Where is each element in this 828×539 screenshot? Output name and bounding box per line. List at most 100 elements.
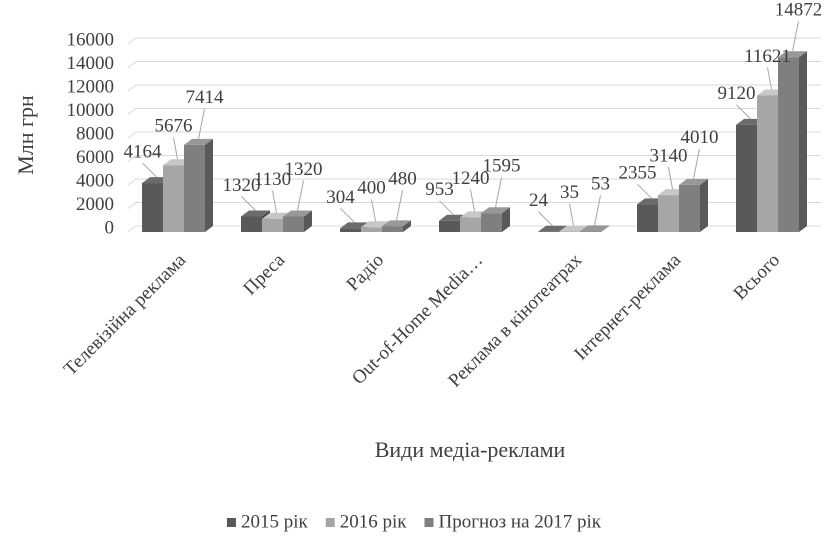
data-label: 14872 bbox=[775, 0, 823, 21]
y-tick-label: 12000 bbox=[67, 76, 115, 97]
legend-swatch bbox=[325, 518, 335, 527]
bar bbox=[736, 124, 757, 232]
leader-line bbox=[198, 108, 205, 139]
data-label: 400 bbox=[357, 178, 386, 199]
bar bbox=[241, 216, 262, 232]
y-tick-label: 10000 bbox=[67, 100, 115, 121]
leader-line bbox=[736, 104, 751, 120]
data-label: 953 bbox=[425, 179, 454, 200]
grid-line bbox=[127, 155, 137, 162]
bar bbox=[757, 95, 778, 232]
legend-label: 2015 рік bbox=[241, 511, 309, 532]
grid-line bbox=[127, 178, 137, 186]
bar-top bbox=[580, 225, 609, 232]
bar-side bbox=[502, 207, 510, 232]
grid-line bbox=[127, 84, 137, 92]
leader-line bbox=[495, 177, 502, 208]
bar bbox=[658, 195, 679, 232]
data-label: 1320 bbox=[285, 159, 323, 180]
legend: 2015 рік 2016 рік Прогноз на 2017 рік bbox=[226, 511, 602, 532]
data-label: 11621 bbox=[744, 46, 791, 67]
leader-line bbox=[594, 195, 601, 226]
bar bbox=[481, 213, 502, 232]
bar-top bbox=[538, 225, 567, 232]
leader-line bbox=[569, 203, 574, 226]
leader-line bbox=[668, 167, 673, 190]
bar-side bbox=[403, 220, 411, 232]
bar bbox=[142, 183, 163, 232]
bar-top bbox=[283, 210, 312, 217]
data-label: 480 bbox=[388, 169, 417, 190]
bar-side bbox=[799, 51, 807, 233]
data-label: 304 bbox=[326, 187, 355, 208]
grid-line bbox=[127, 225, 137, 233]
y-tick-label: 8000 bbox=[76, 123, 114, 144]
grid-line bbox=[127, 131, 137, 139]
leader-line bbox=[637, 183, 652, 199]
bar bbox=[637, 204, 658, 232]
leader-line bbox=[792, 21, 799, 52]
bar-top bbox=[679, 178, 708, 185]
bar-top bbox=[184, 138, 213, 145]
grid-line bbox=[127, 61, 137, 68]
grid-line bbox=[127, 202, 137, 209]
data-label: 3140 bbox=[650, 145, 688, 166]
bar bbox=[580, 231, 601, 232]
bar-top bbox=[241, 210, 270, 217]
leader-line bbox=[241, 196, 256, 211]
grid-line bbox=[127, 108, 137, 115]
bar bbox=[382, 226, 403, 232]
bar bbox=[778, 57, 799, 233]
y-tick-label: 0 bbox=[105, 217, 115, 238]
bar bbox=[283, 216, 304, 232]
bar bbox=[184, 144, 205, 232]
data-label: 5676 bbox=[155, 116, 193, 137]
data-label: 2355 bbox=[619, 163, 657, 184]
bar bbox=[460, 217, 481, 232]
x-tick-label: Всього bbox=[730, 250, 785, 305]
leader-line bbox=[173, 137, 178, 160]
bar bbox=[679, 184, 700, 232]
data-label: 24 bbox=[529, 190, 549, 211]
bar bbox=[439, 220, 460, 232]
x-tick-label: Радіо bbox=[343, 250, 389, 296]
bar-side bbox=[700, 178, 708, 232]
data-label: 53 bbox=[591, 174, 610, 195]
bar bbox=[361, 227, 382, 232]
x-axis-label: Види медіа-реклами bbox=[375, 437, 566, 462]
y-tick-label: 4000 bbox=[76, 170, 114, 191]
leader-line bbox=[297, 180, 304, 211]
legend-swatch bbox=[424, 518, 434, 527]
y-tick-label: 14000 bbox=[67, 53, 115, 74]
data-label: 35 bbox=[560, 182, 579, 203]
bar-side bbox=[304, 210, 312, 232]
leader-line bbox=[272, 190, 277, 213]
bar bbox=[262, 218, 283, 232]
bar-top bbox=[559, 225, 588, 232]
leader-line bbox=[538, 211, 553, 227]
leader-line bbox=[371, 199, 376, 222]
leader-line bbox=[470, 189, 475, 212]
bar bbox=[163, 165, 184, 232]
legend-label: 2016 рік bbox=[340, 511, 408, 532]
data-label: 4010 bbox=[681, 127, 719, 148]
y-axis-label: Млн грн bbox=[13, 95, 38, 175]
x-tick-label: Інтернет-реклама bbox=[570, 249, 685, 364]
bar-top bbox=[481, 207, 510, 214]
leader-line bbox=[396, 190, 403, 221]
bar-side bbox=[601, 225, 609, 232]
x-tick-label: Телевізійна реклама bbox=[60, 249, 191, 380]
bar-top bbox=[778, 51, 807, 58]
y-tick-label: 2000 bbox=[76, 194, 114, 215]
leader-line bbox=[693, 148, 700, 179]
x-tick-label: Преса bbox=[239, 249, 289, 299]
y-tick-label: 16000 bbox=[67, 29, 115, 50]
leader-line bbox=[439, 200, 454, 216]
data-label: 1130 bbox=[254, 169, 291, 190]
data-label: 1320 bbox=[223, 175, 261, 196]
data-label: 4164 bbox=[124, 141, 163, 162]
data-label: 7414 bbox=[186, 87, 225, 108]
legend-swatch bbox=[226, 518, 236, 527]
bar-top bbox=[382, 220, 411, 227]
